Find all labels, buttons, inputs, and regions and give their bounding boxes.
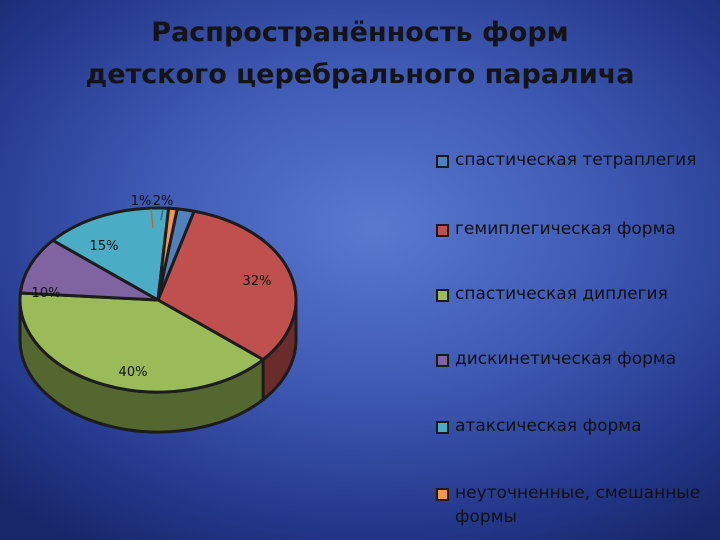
legend-label: дискинетическая форма: [455, 349, 677, 369]
pie-data-label-0: 2%: [153, 194, 174, 209]
pie-data-label-2: 40%: [119, 365, 148, 380]
legend-swatch: [436, 155, 449, 168]
legend-item-unspecified-mixed-forms: неуточненные, смешанные формы: [436, 481, 717, 529]
legend-item-ataxic-form: атаксическая форма: [436, 414, 717, 438]
legend-swatch: [436, 224, 449, 237]
pie-data-label-1: 32%: [243, 274, 272, 289]
leader-line-1pct: [150, 208, 154, 229]
legend-label: спастическая тетраплегия: [455, 150, 697, 170]
legend-swatch: [436, 421, 449, 434]
chart-title: Распространённость форм детского церебра…: [0, 12, 720, 96]
pie-data-label-4: 15%: [90, 239, 119, 254]
pie-slice-5: [156, 206, 179, 302]
legend-label: атаксическая форма: [455, 416, 642, 436]
legend-item-spastic-diplegia: спастическая диплегия: [436, 282, 717, 306]
legend-swatch: [436, 354, 449, 367]
pie-slice-2: [18, 291, 265, 394]
legend-swatch: [436, 289, 449, 302]
leader-line-2pct: [160, 208, 164, 221]
pie-data-label-3: 10%: [32, 286, 61, 301]
legend-label: неуточненные, смешанные формы: [455, 483, 701, 527]
legend-label: гемиплегическая форма: [455, 219, 676, 239]
legend-swatch: [436, 488, 449, 501]
pie-slice-4: [51, 206, 171, 302]
legend-item-dyskinetic-form: дискинетическая форма: [436, 347, 717, 371]
chart-title-line-2: детского церебрального паралича: [85, 59, 635, 90]
pie-data-label-5: 1%: [131, 194, 152, 209]
legend-label: спастическая диплегия: [455, 284, 668, 304]
legend-item-hemiplegic-form: гемиплегическая форма: [436, 217, 717, 241]
legend-item-spastic-tetraplegia: спастическая тетраплегия: [436, 148, 717, 172]
pie-slice-1: [156, 209, 298, 362]
chart-title-line-1: Распространённость форм: [151, 17, 569, 48]
